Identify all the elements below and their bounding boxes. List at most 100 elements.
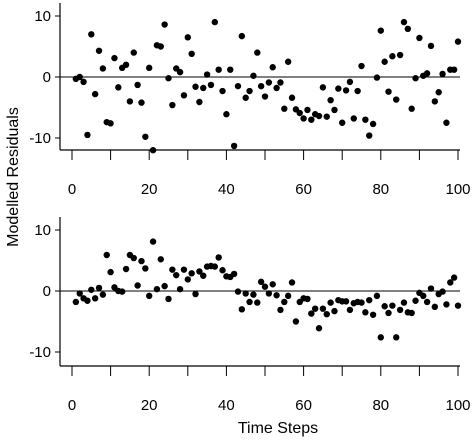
top-data-point [246, 87, 253, 95]
top-data-point [80, 78, 87, 86]
top-data-point [431, 98, 439, 105]
bottom-data-point [331, 307, 338, 315]
bottom-data-point [369, 311, 377, 318]
bottom-data-point [138, 257, 145, 265]
top-data-point [358, 62, 365, 70]
top-data-point [346, 78, 354, 86]
bottom-data-point [142, 265, 149, 272]
bottom-data-point [84, 297, 91, 304]
bottom-x-tick-label: 40 [218, 397, 235, 414]
bottom-data-point [254, 299, 261, 306]
top-data-point [130, 49, 137, 56]
top-data-point [227, 66, 234, 73]
bottom-y-axis: -10 0 10 [29, 222, 60, 361]
top-data-point [99, 65, 107, 72]
top-data-point [342, 87, 350, 94]
bottom-data-point [153, 285, 161, 293]
bottom-data-point [385, 309, 392, 317]
y-axis-title: Modelled Residuals [5, 107, 22, 247]
bottom-data-point [103, 251, 110, 259]
top-data-point [284, 58, 292, 65]
top-data-points [72, 18, 462, 154]
bottom-data-point [431, 303, 439, 311]
bottom-data-point [408, 309, 415, 317]
bottom-data-point [319, 305, 327, 312]
bottom-data-point [157, 256, 164, 263]
top-data-point [300, 115, 307, 122]
top-data-point [439, 70, 446, 78]
bottom-data-point [257, 278, 265, 286]
bottom-data-point [358, 299, 365, 306]
bottom-x-tick-label: 0 [68, 397, 76, 414]
bottom-data-point [246, 298, 253, 306]
bottom-data-point [447, 279, 454, 286]
top-data-point [188, 50, 195, 58]
top-data-point [396, 51, 404, 59]
bottom-data-point [315, 325, 323, 332]
bottom-data-point [161, 282, 168, 290]
bottom-data-point [420, 292, 427, 300]
bottom-data-point [342, 298, 350, 305]
bottom-x-tick-label: 100 [445, 397, 470, 414]
top-data-point [234, 82, 242, 90]
bottom-data-point [91, 295, 99, 302]
top-data-point [327, 96, 334, 104]
top-x-tick-label: 20 [141, 181, 158, 198]
bottom-data-point [72, 298, 80, 306]
bottom-data-point [173, 271, 180, 279]
top-data-point [269, 64, 276, 71]
top-data-point [331, 106, 338, 114]
bottom-data-point [327, 299, 334, 306]
top-data-point [385, 88, 392, 95]
bottom-x-axis: 0 20 40 60 80 100 [68, 366, 471, 414]
top-data-point [265, 79, 273, 86]
top-data-point [111, 54, 118, 62]
top-data-point [335, 85, 342, 92]
top-data-point [408, 105, 415, 112]
top-data-point [443, 119, 450, 126]
bottom-data-point [346, 306, 354, 314]
bottom-y-tick-label: 10 [34, 222, 51, 239]
bottom-data-point [242, 290, 249, 297]
bottom-data-point [169, 266, 176, 273]
top-data-point [138, 99, 145, 106]
top-data-point [203, 71, 211, 78]
bottom-data-point [230, 270, 238, 278]
bottom-data-point [184, 276, 191, 283]
top-data-point [454, 38, 462, 45]
bottom-data-point [412, 297, 419, 304]
bottom-data-point [273, 292, 280, 299]
top-data-point [296, 109, 303, 117]
bottom-data-point [130, 254, 137, 262]
top-data-point [416, 34, 423, 42]
top-data-point [427, 42, 435, 50]
top-data-point [354, 87, 361, 95]
top-data-point [389, 53, 396, 60]
bottom-x-tick-label: 20 [141, 397, 158, 414]
bottom-data-point [134, 282, 141, 289]
top-data-point [400, 18, 408, 26]
bottom-data-point [238, 306, 246, 313]
top-data-point [230, 142, 238, 150]
top-data-point [238, 32, 246, 40]
top-data-point [373, 74, 381, 81]
bottom-data-point [393, 334, 400, 341]
top-data-point [107, 120, 114, 127]
bottom-y-tick-label: -10 [29, 344, 51, 361]
bottom-data-point [304, 295, 311, 303]
bottom-data-point [281, 298, 288, 306]
top-data-point [323, 113, 330, 120]
bottom-x-tick-label: 60 [295, 397, 312, 414]
bottom-data-point [292, 318, 300, 325]
bottom-data-point [400, 299, 408, 306]
bottom-data-point [76, 290, 83, 297]
bottom-data-point [427, 285, 435, 292]
top-x-tick-label: 80 [372, 181, 389, 198]
top-y-tick-label: 0 [43, 69, 51, 86]
bottom-data-point [366, 296, 373, 304]
bottom-data-point [200, 272, 207, 279]
top-data-point [157, 43, 164, 50]
top-data-point [180, 92, 188, 99]
top-data-point [377, 27, 384, 34]
top-data-point [161, 21, 168, 28]
